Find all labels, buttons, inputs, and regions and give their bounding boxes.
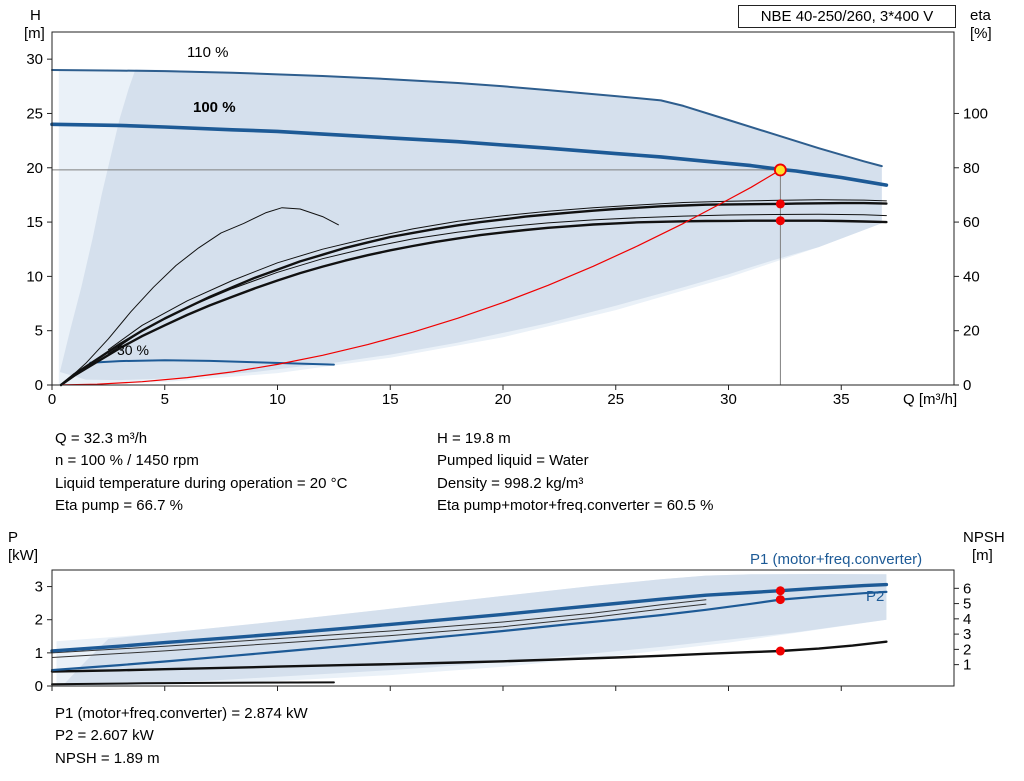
y2-tick-label: 4 [963,611,971,628]
speed-label-100: 100 % [193,99,236,116]
y2-tick-label: 80 [963,160,980,177]
y-axis-name: H [30,7,41,24]
y-tick-label: 25 [26,105,43,122]
y2-tick-label: 0 [963,377,971,394]
speed-label-30: 30 % [117,342,149,358]
x-tick-label: 10 [269,391,286,408]
y-tick-label: 5 [35,323,43,340]
operating-envelope-main [59,69,882,381]
eta-pump-point [775,199,785,209]
info-line-p1: P1 (motor+freq.converter) = 2.874 kW [55,705,308,722]
pump-model-title: NBE 40-250/260, 3*400 V [738,5,956,28]
x-tick-label: 5 [161,391,169,408]
y-tick-label: 10 [26,268,43,285]
x-tick-label: 20 [495,391,512,408]
info-line-density: Density = 998.2 kg/m³ [437,474,584,492]
p1-curve-label: P1 (motor+freq.converter) [750,551,922,568]
y-tick-label: 20 [26,160,43,177]
eta-total-curve [59,219,888,387]
p2-curve [50,590,888,672]
y-tick-label: 30 [26,51,43,68]
y2-tick-label: 20 [963,323,980,340]
p1-point [775,586,785,596]
h-q-performance-chart: 0 5 10 15 20 25 30 35 0 5 10 15 20 25 30 0 20 40 60 80 100 11… [24,7,992,408]
y2-tick-label: 1 [963,657,971,674]
speed-curve-100 [50,122,889,187]
y-tick-label: 3 [35,579,43,596]
info-line-p2: P2 = 2.607 kW [55,727,154,745]
eta-reduced-speed-arc [67,207,339,381]
duty-point[interactable] [773,163,787,177]
y-tick-label: 15 [26,214,43,231]
y2-tick-label: 3 [963,626,971,643]
info-line-speed: n = 100 % / 1450 rpm [55,452,199,470]
info-line-eta-pump: Eta pump = 66.7 % [55,497,183,515]
y-axis-unit: [kW] [8,547,38,564]
x-tick-label: 30 [720,391,737,408]
p-thin-a [51,599,707,654]
y-tick-label: 0 [35,377,43,394]
info-line-h: H = 19.8 m [437,430,511,447]
speed-curve-30 [89,359,335,366]
info-line-npsh: NPSH = 1.89 m [55,749,160,767]
eta-pump-curve [59,201,888,387]
p2-curve-label: P2 [866,588,884,605]
npsh-point [775,646,785,656]
npsh-curve [50,640,888,673]
operating-data-left-column: Q = 32.3 m³/h n = 100 % / 1450 rpm Liqui… [55,428,347,518]
y-axis-name: P [8,529,18,546]
speed-label-110: 110 % [187,44,228,61]
power-data-block: P1 (motor+freq.converter) = 2.874 kW P2 … [55,703,308,770]
x-tick-label: 25 [607,391,624,408]
x-axis-name: Q [m³/h] [903,391,957,408]
info-line-pumped-liquid: Pumped liquid = Water [437,452,589,470]
speed-curve-110 [51,69,883,168]
x-tick-label: 15 [382,391,399,408]
eta-total-point [775,216,785,226]
info-line-eta-total: Eta pump+motor+freq.converter = 60.5 % [437,497,714,515]
x-tick-label: 35 [833,391,850,408]
x-tick-label: 0 [48,391,56,408]
y2-axis-name: NPSH [963,529,1005,546]
info-line-liquid-temp: Liquid temperature during operation = 20… [55,474,348,492]
y-tick-label: 2 [35,612,43,629]
eta-thin-lower [107,213,887,355]
y-axis-unit: [m] [24,25,45,42]
p2-point [775,595,785,605]
p-30-curve [51,681,335,686]
power-envelope-main [63,574,887,685]
y2-axis-unit: [%] [970,25,992,42]
system-curve [62,169,782,386]
eta-thin-upper [107,199,887,351]
y2-axis-name: eta [970,7,992,24]
y2-tick-label: 40 [963,268,980,285]
operating-data-right-column: H = 19.8 m Pumped liquid = Water Density… [437,428,713,518]
y2-tick-label: 60 [963,214,980,231]
p1-curve [50,582,889,653]
y2-axis-unit: [m] [972,547,993,564]
y2-tick-label: 2 [963,641,971,658]
y-tick-label: 0 [35,678,43,695]
y2-tick-label: 6 [963,580,971,597]
y2-tick-label: 5 [963,596,971,613]
info-line-q: Q = 32.3 m³/h [55,430,148,447]
y-tick-label: 1 [35,645,43,662]
y2-tick-label: 100 [963,105,988,122]
operating-data-block: Q = 32.3 m³/h n = 100 % / 1450 rpm Liqui… [0,428,1024,520]
p-thin-b [51,603,707,658]
